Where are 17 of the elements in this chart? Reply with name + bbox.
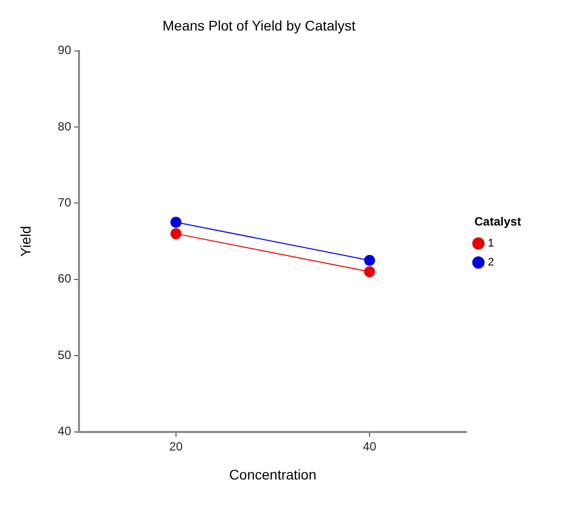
y-tick-label: 60 — [58, 272, 72, 286]
legend-title: Catalyst — [474, 214, 522, 228]
y-tick-label: 90 — [58, 43, 72, 58]
point — [170, 216, 182, 228]
y-tick-label: 70 — [58, 196, 72, 210]
y-tick-label: 40 — [58, 424, 72, 438]
y-tick-label: 50 — [58, 348, 72, 362]
chart-title: Means Plot of Yield by Catalyst — [162, 17, 356, 34]
x-tick-label: 20 — [169, 439, 183, 454]
legend-label: 1 — [488, 238, 494, 250]
x-axis-title: Concentration — [229, 466, 316, 482]
point — [364, 254, 376, 266]
y-tick-label: 80 — [58, 119, 72, 134]
legend-label: 2 — [488, 256, 494, 269]
point — [170, 228, 182, 240]
point — [364, 266, 376, 278]
y-axis-title: Yield — [17, 226, 34, 257]
